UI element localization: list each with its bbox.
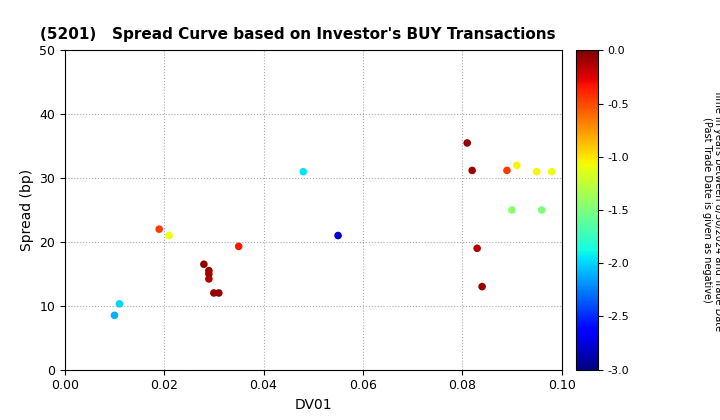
Point bbox=[203, 276, 215, 282]
Point bbox=[506, 207, 518, 213]
Point bbox=[233, 243, 245, 250]
Point bbox=[198, 261, 210, 268]
Point bbox=[203, 270, 215, 277]
Point bbox=[208, 290, 220, 297]
Y-axis label: Time in years between 8/30/2024 and Trade Date
(Past Trade Date is given as nega: Time in years between 8/30/2024 and Trad… bbox=[701, 89, 720, 331]
Point bbox=[462, 139, 473, 146]
Point bbox=[163, 232, 175, 239]
Point bbox=[109, 312, 120, 319]
Point bbox=[333, 232, 344, 239]
Text: (5201)   Spread Curve based on Investor's BUY Transactions: (5201) Spread Curve based on Investor's … bbox=[40, 27, 556, 42]
Point bbox=[536, 207, 547, 213]
Y-axis label: Spread (bp): Spread (bp) bbox=[19, 169, 34, 251]
Point bbox=[203, 267, 215, 274]
Point bbox=[531, 168, 543, 175]
Point bbox=[511, 162, 523, 169]
Point bbox=[501, 167, 513, 174]
Point bbox=[114, 300, 125, 307]
Point bbox=[546, 168, 557, 175]
Point bbox=[477, 283, 488, 290]
Point bbox=[213, 290, 225, 297]
X-axis label: DV01: DV01 bbox=[294, 398, 332, 412]
Point bbox=[467, 167, 478, 174]
Point bbox=[472, 245, 483, 252]
Point bbox=[153, 226, 165, 233]
Point bbox=[297, 168, 309, 175]
